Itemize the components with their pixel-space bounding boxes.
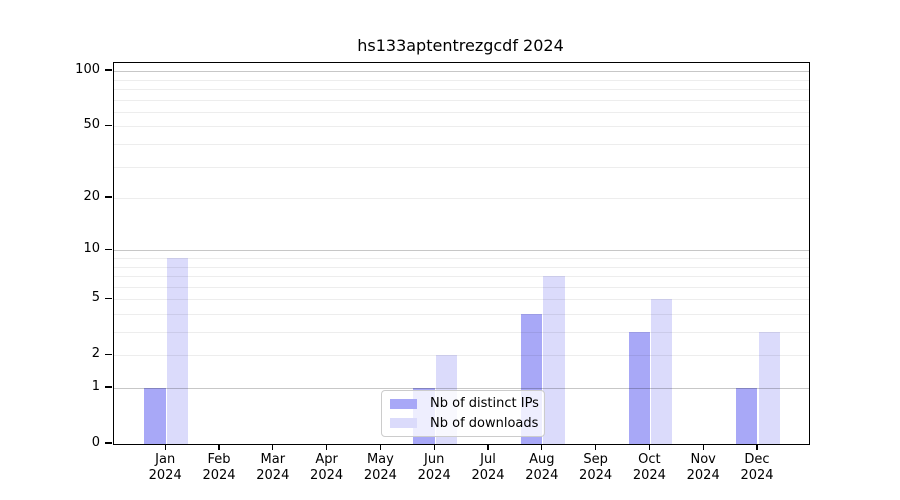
bar-distinct-ips [628, 332, 650, 444]
bar-downloads [543, 276, 565, 444]
x-tick [433, 444, 435, 451]
x-tick-label-month: Aug [529, 452, 555, 467]
chart-title: hs133aptentrezgcdf 2024 [357, 36, 564, 55]
legend-label: Nb of distinct IPs [430, 396, 539, 412]
y-tick [105, 69, 112, 71]
plot-area [113, 62, 810, 445]
legend-swatch-distinct-ips [390, 398, 417, 409]
x-tick-label-year: 2024 [740, 468, 774, 483]
legend-label: Nb of downloads [430, 415, 539, 431]
legend-swatch-downloads [390, 418, 417, 429]
y-tick-label: 2 [91, 346, 100, 362]
x-tick-label-year: 2024 [471, 468, 505, 483]
bar-downloads [758, 332, 780, 444]
x-tick-label-month: Sep [583, 452, 608, 467]
bar-distinct-ips [736, 388, 758, 444]
legend: Nb of distinct IPs Nb of downloads [381, 390, 545, 437]
x-tick-label-month: Jan [155, 452, 176, 467]
y-tick [105, 386, 112, 388]
bars-layer [114, 63, 809, 444]
bar-downloads [166, 258, 188, 444]
x-tick-label-month: Dec [744, 452, 770, 467]
x-tick [164, 444, 166, 451]
x-tick-label-year: 2024 [310, 468, 344, 483]
x-tick [648, 444, 651, 451]
x-tick [218, 444, 220, 451]
x-tick-label-month: Feb [207, 452, 231, 467]
x-tick-label-year: 2024 [525, 468, 559, 483]
y-tick-label: 20 [83, 189, 100, 205]
x-tick-label-year: 2024 [202, 468, 236, 483]
x-tick-label-month: Oct [638, 452, 661, 467]
x-tick-label-month: Nov [690, 452, 716, 467]
x-tick-label-year: 2024 [417, 468, 451, 483]
y-tick [105, 353, 112, 355]
x-tick-label-month: Jun [424, 452, 445, 467]
x-tick [541, 444, 543, 451]
x-tick [325, 444, 328, 451]
x-tick-label-month: May [366, 452, 394, 467]
x-tick [379, 444, 382, 451]
x-tick-label-month: Jul [480, 452, 496, 467]
legend-row: Nb of distinct IPs [388, 394, 539, 414]
y-tick-label: 0 [91, 435, 100, 450]
x-tick-label-month: Apr [315, 452, 338, 467]
legend-row: Nb of downloads [388, 414, 538, 434]
y-tick [105, 124, 112, 127]
x-tick [272, 444, 274, 451]
x-tick-label-year: 2024 [579, 468, 613, 483]
y-tick [105, 248, 112, 250]
y-tick-label: 100 [75, 62, 100, 78]
y-tick [105, 196, 112, 198]
y-tick [105, 442, 112, 444]
y-tick-label: 1 [91, 379, 100, 394]
x-tick-label-month: Mar [260, 452, 286, 467]
x-tick [702, 444, 704, 451]
x-tick [594, 444, 597, 451]
bar-distinct-ips [144, 388, 166, 444]
y-tick-label: 5 [91, 290, 100, 306]
x-tick-label-year: 2024 [632, 468, 666, 483]
x-tick-label-year: 2024 [256, 468, 290, 483]
x-tick-label-year: 2024 [363, 468, 397, 483]
y-tick-label: 50 [83, 117, 100, 133]
y-tick-label: 10 [83, 241, 100, 257]
x-tick [756, 444, 758, 451]
y-tick [105, 297, 112, 299]
bar-downloads [650, 299, 673, 444]
x-tick [487, 444, 489, 451]
x-tick-label-year: 2024 [148, 468, 182, 483]
x-tick-label-year: 2024 [686, 468, 720, 483]
